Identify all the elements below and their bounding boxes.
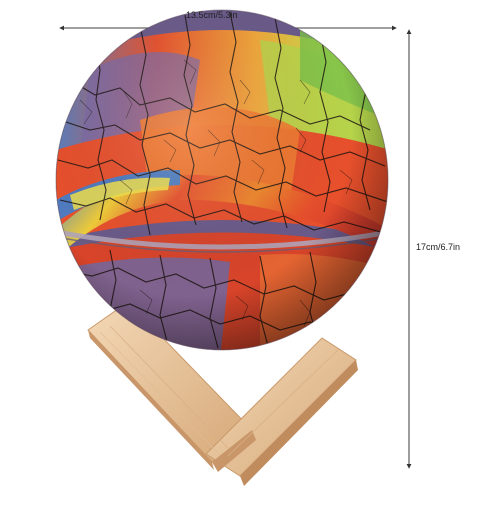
width-dimension-label: 13.5cm/5.3in (186, 10, 238, 20)
wooden-stand (87, 301, 358, 486)
height-dimension-label: 17cm/6.7in (416, 242, 461, 252)
cracked-rainbow-sphere (56, 10, 388, 350)
